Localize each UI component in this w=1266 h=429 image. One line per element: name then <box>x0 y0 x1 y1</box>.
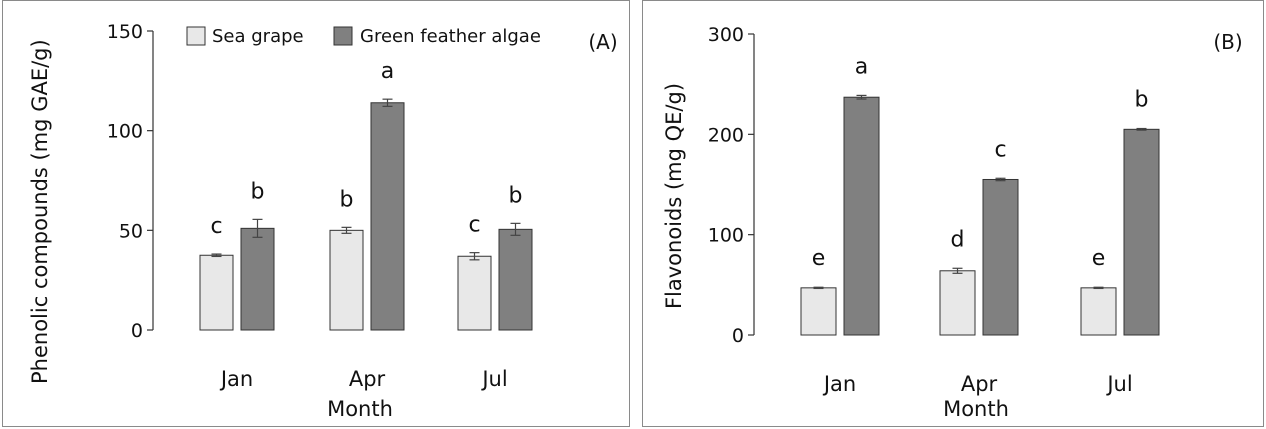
y-tick-label: 50 <box>119 220 143 242</box>
legend-label-green-feather-algae: Green feather algae <box>360 26 541 47</box>
legend-swatch-green-feather-algae <box>333 26 353 46</box>
x-axis-title: Month <box>327 397 393 421</box>
bar-sea-grape-apr <box>939 270 976 336</box>
y-tick-label: 0 <box>732 325 744 347</box>
bar-sea-grape-jul <box>457 255 492 331</box>
legend-swatch-sea-grape <box>186 26 206 46</box>
bar-green-feather-algae-jul <box>1123 128 1160 336</box>
significance-letter: b <box>509 183 523 208</box>
y-axis-title: Flavonoids (mg QE/g) <box>662 83 686 309</box>
significance-letter: d <box>951 227 965 252</box>
bar-green-feather-algae-jul <box>498 228 533 331</box>
significance-letter: c <box>468 213 480 238</box>
bar-sea-grape-jan <box>800 287 837 336</box>
chart-b-svg: 0 100 200 300 Jan e a Apr d c Jul e b Flavonoids (mg… <box>662 24 1243 421</box>
chart-a-svg: 0 50 100 150 Jan c b Apr b a Jul c b Phenolic compou… <box>28 21 618 421</box>
significance-letter: e <box>812 246 826 271</box>
bar-green-feather-algae-jan <box>843 96 880 336</box>
bar-sea-grape-jul <box>1080 287 1117 336</box>
y-tick-label: 300 <box>708 24 744 46</box>
significance-letter: b <box>251 179 265 204</box>
x-tick-label-jan: Jan <box>219 367 253 391</box>
significance-letter: a <box>855 54 868 79</box>
bar-sea-grape-apr <box>329 229 364 331</box>
significance-letter: a <box>381 59 394 84</box>
significance-letter: b <box>1135 88 1149 113</box>
x-tick-label-jul: Jul <box>480 367 507 391</box>
y-tick-label: 0 <box>131 320 143 342</box>
y-tick-label: 100 <box>107 121 143 143</box>
significance-letter: b <box>340 187 354 212</box>
panel-label: (A) <box>588 30 617 54</box>
panel-label: (B) <box>1213 30 1242 54</box>
x-tick-label-apr: Apr <box>349 367 386 391</box>
significance-letter: e <box>1092 246 1106 271</box>
chart-panel-a: 0 50 100 150 Jan c b Apr b a Jul c b Phenolic compou… <box>2 0 630 427</box>
bar-green-feather-algae-jan <box>240 227 275 331</box>
y-tick-label: 150 <box>107 21 143 43</box>
significance-letter: c <box>994 137 1006 162</box>
bar-sea-grape-jan <box>199 254 234 331</box>
y-axis-title: Phenolic compounds (mg GAE/g) <box>28 39 52 384</box>
x-tick-label-apr: Apr <box>961 372 998 396</box>
bar-green-feather-algae-apr <box>370 102 405 331</box>
x-axis-title: Month <box>943 397 1009 421</box>
significance-letter: c <box>210 214 222 239</box>
x-tick-label-jan: Jan <box>822 372 856 396</box>
x-tick-label-jul: Jul <box>1105 372 1132 396</box>
y-tick-label: 200 <box>708 124 744 146</box>
bar-green-feather-algae-apr <box>982 178 1019 336</box>
y-tick-label: 100 <box>708 225 744 247</box>
legend-label-sea-grape: Sea grape <box>212 26 304 47</box>
chart-panel-b: 0 100 200 300 Jan e a Apr d c Jul e b Flavonoids (mg… <box>642 0 1264 427</box>
